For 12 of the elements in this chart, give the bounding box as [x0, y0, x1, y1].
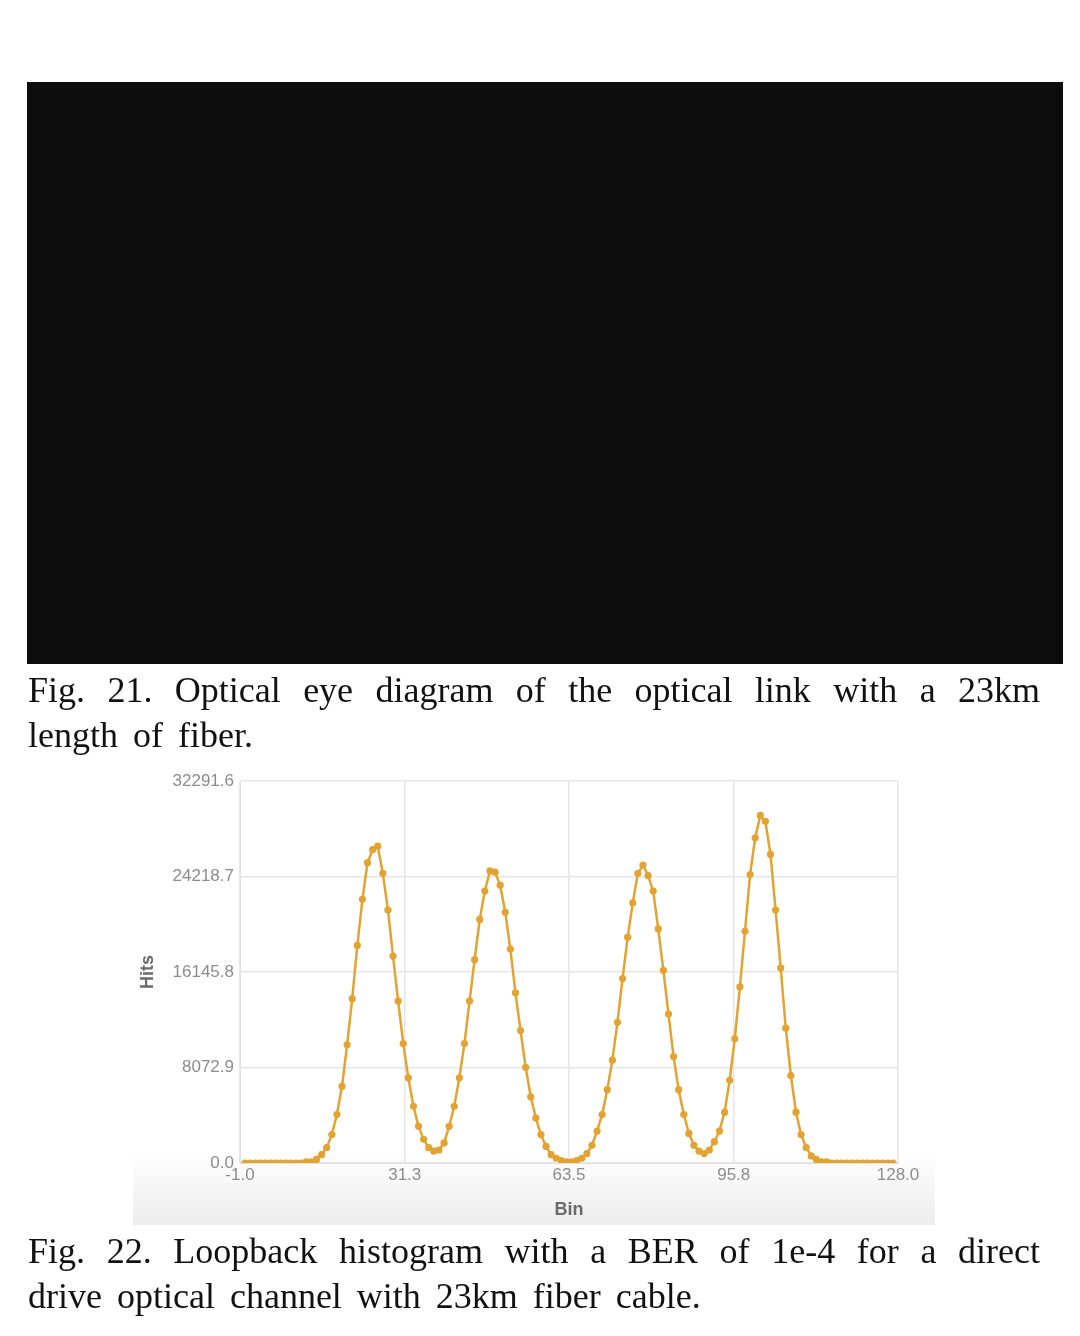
caption: Fig. 22. Loopback histogram with a BER of 1e-4 for a direct drive optical channel with 23km fiber cable.	[28, 1230, 1040, 1318]
y-tick-label: 8072.9	[182, 1057, 234, 1077]
y-tick-label: 16145.8	[172, 961, 234, 981]
x-tick-label: 63.5	[552, 1164, 586, 1184]
y-tick-label: 32291.6	[172, 770, 234, 790]
caption: Fig. 21. Optical eye diagram of the optical link with a 23km length of fiber.	[28, 669, 1040, 757]
y-tick-label: 24218.7	[172, 866, 234, 886]
x-tick-label: 31.3	[388, 1164, 422, 1184]
x-axis-title: Bin	[554, 1199, 584, 1220]
x-tick-label: 95.8	[717, 1164, 751, 1184]
y-axis-title: Hits	[136, 955, 157, 990]
x-tick-label: 128.0	[876, 1164, 920, 1184]
